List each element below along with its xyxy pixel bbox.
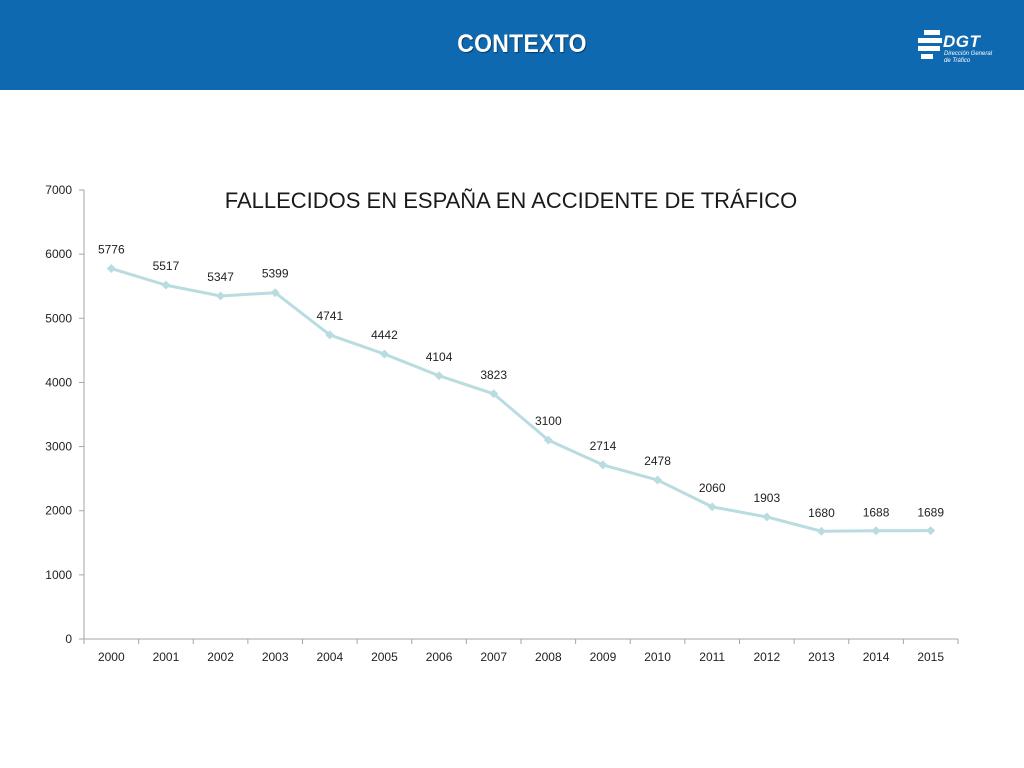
y-tick-label: 3000: [45, 440, 72, 454]
data-point-marker: [106, 264, 116, 274]
y-tick-label: 7000: [45, 183, 72, 197]
data-label: 1680: [808, 506, 835, 520]
dgt-logo-icon: [918, 30, 942, 59]
data-label: 1688: [863, 506, 890, 520]
x-tick-label: 2006: [426, 650, 453, 664]
x-tick-label: 2013: [808, 650, 835, 664]
data-label: 4741: [316, 309, 343, 323]
x-tick-label: 2002: [207, 650, 234, 664]
dgt-logo-subtitle: Dirección General de Tráfico: [944, 51, 993, 64]
data-point-marker: [434, 371, 444, 381]
data-point-marker: [270, 288, 280, 298]
data-point-marker: [161, 280, 171, 290]
chart-title: FALLECIDOS EN ESPAÑA EN ACCIDENTE DE TRÁ…: [225, 188, 798, 213]
x-tick-label: 2008: [535, 650, 562, 664]
x-tick-label: 2007: [480, 650, 507, 664]
x-tick-label: 2001: [153, 650, 180, 664]
data-point-marker: [489, 389, 499, 399]
data-label: 5399: [262, 267, 289, 281]
data-label: 3823: [480, 368, 507, 382]
page-title: CONTEXTO: [457, 30, 587, 58]
data-label: 5347: [207, 270, 234, 284]
x-tick-label: 2004: [316, 650, 343, 664]
data-label: 5776: [98, 243, 125, 257]
y-tick-label: 0: [65, 632, 72, 646]
data-point-marker: [762, 512, 772, 522]
x-tick-label: 2010: [644, 650, 671, 664]
chart-axes: 0 1000 2000 3000 4000 5000 6000 7000 2000 2001 200…: [45, 183, 959, 664]
data-point-marker: [543, 435, 553, 445]
x-tick-label: 2012: [753, 650, 780, 664]
data-label: 4442: [371, 328, 398, 342]
series-line: [110, 267, 931, 533]
data-point-marker: [926, 526, 936, 536]
x-tick-label: 2009: [590, 650, 617, 664]
data-label: 2714: [590, 439, 617, 453]
data-point-marker: [379, 349, 389, 359]
data-label: 2478: [644, 454, 671, 468]
dgt-logo: DGT Dirección General de Tráfico: [918, 28, 1010, 68]
x-tick-label: 2015: [917, 650, 944, 664]
data-point-marker: [216, 291, 226, 301]
data-label: 1689: [917, 506, 944, 520]
x-tick-label: 2000: [98, 650, 125, 664]
y-tick-label: 2000: [45, 504, 72, 518]
x-tick-label: 2003: [262, 650, 289, 664]
data-label: 3100: [535, 414, 562, 428]
y-tick-label: 4000: [45, 375, 72, 389]
data-label: 4104: [426, 350, 453, 364]
header-bar: CONTEXTO DGT Dirección General de Tráfic…: [0, 0, 1024, 90]
chart-series: [106, 264, 936, 536]
data-point-marker: [653, 475, 663, 485]
x-tick-label: 2005: [371, 650, 398, 664]
data-point-marker: [707, 502, 717, 512]
data-point-marker: [325, 330, 335, 340]
data-point-marker: [598, 460, 608, 470]
x-tick-label: 2011: [699, 650, 725, 664]
y-tick-label: 1000: [45, 568, 72, 582]
data-point-marker: [871, 526, 881, 536]
data-label: 2060: [699, 481, 726, 495]
chart-data-labels: 5776 5517 5347 5399 4741 4442 4104 3823 3100 2714…: [98, 243, 944, 521]
x-tick-label: 2014: [863, 650, 890, 664]
data-label: 5517: [153, 259, 180, 273]
y-tick-label: 5000: [45, 311, 72, 325]
y-tick-label: 6000: [45, 247, 72, 261]
data-point-marker: [816, 526, 826, 536]
data-label: 1903: [753, 491, 780, 505]
dgt-logo-text: DGT: [943, 32, 981, 51]
